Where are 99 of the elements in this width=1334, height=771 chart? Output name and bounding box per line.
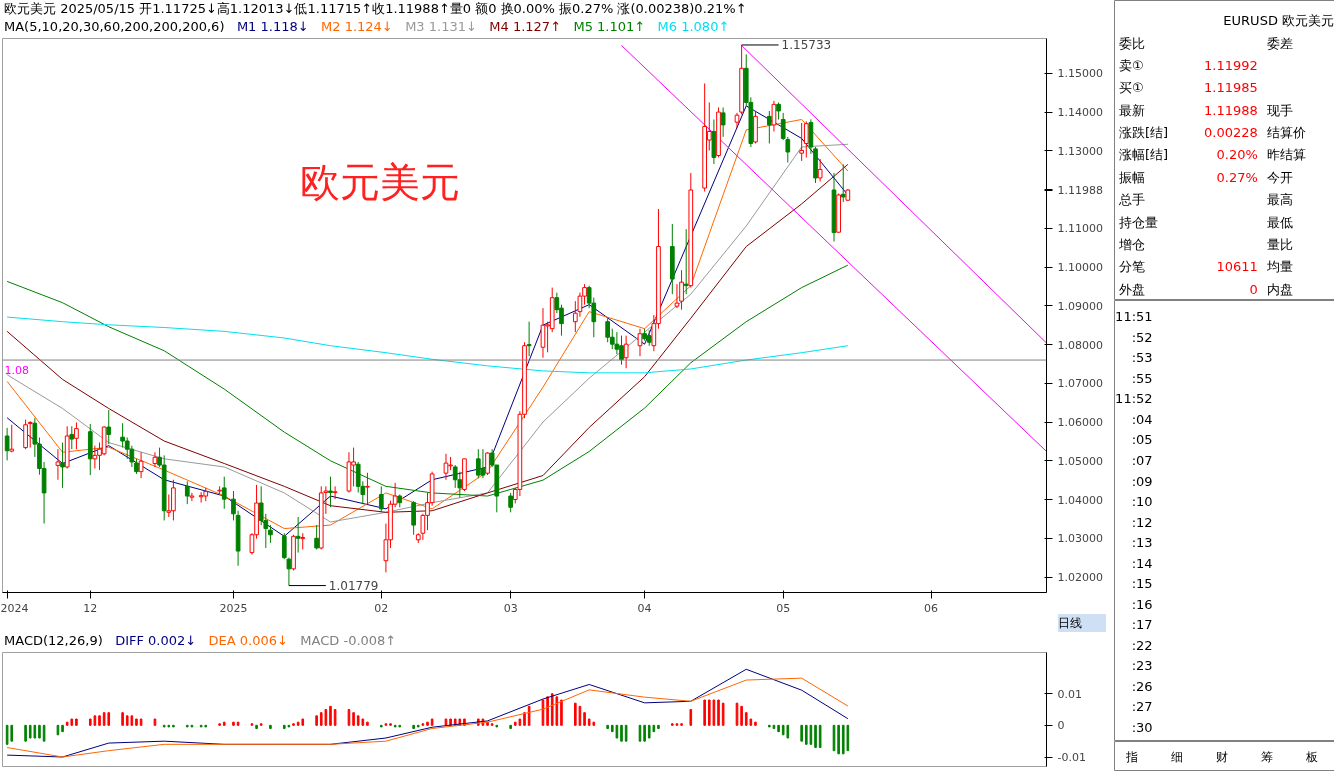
text: EURUSD 欧元美元 — [1223, 13, 1334, 29]
annotation: 1.15733 — [781, 38, 832, 53]
x-tick-label: 06 — [924, 601, 939, 615]
y-tick-label: 1.09000 — [1057, 299, 1103, 313]
text: 财 — [1216, 749, 1229, 764]
chart-title: MACD(12,26,9) — [4, 633, 103, 648]
text: 涨幅[结] — [1118, 147, 1169, 163]
text: DEA 0.006↓ — [208, 633, 288, 648]
text: 11:51 — [1115, 309, 1153, 325]
text: 最低 — [1266, 214, 1293, 230]
text: 细 — [1171, 749, 1184, 764]
x-tick-label: 2024 — [0, 601, 29, 615]
text: 板 — [1304, 749, 1318, 764]
y-tick-label: 1.11000 — [1057, 222, 1103, 236]
text: 结算价 — [1266, 125, 1306, 141]
text: 10611 — [1216, 259, 1258, 275]
text: 外盘 — [1118, 281, 1145, 297]
text: 1.11985 — [1204, 80, 1258, 96]
text: MACD -0.008↑ — [300, 633, 397, 648]
text: 买① — [1118, 80, 1144, 96]
y-tick-label: 1.06000 — [1057, 416, 1103, 430]
x-tick-label: 05 — [776, 601, 791, 615]
text: 指 — [1125, 749, 1139, 764]
text: :12 — [1131, 514, 1153, 530]
text: 1.11988 — [1204, 102, 1258, 118]
text: :16 — [1131, 596, 1153, 612]
x-tick-label: 2025 — [219, 601, 248, 615]
text: M2 1.124↓ — [321, 19, 393, 34]
text: 均量 — [1265, 259, 1293, 275]
y-tick-label: 1.10000 — [1057, 261, 1103, 275]
text: 0.20% — [1216, 147, 1258, 163]
chart-title: 欧元美元 2025/05/15 开1.11725↓高1.12013↓低1.11715↑收1.11988↑量0 额0 换0.00% 振0.27% 涨(0.00238)0.21%↑ — [4, 0, 747, 18]
text: 现手 — [1266, 102, 1293, 118]
x-tick-label: 12 — [83, 601, 98, 615]
y-tick-label: 1.07000 — [1057, 377, 1103, 391]
text: :22 — [1131, 637, 1153, 653]
text: :55 — [1131, 370, 1153, 386]
text: :52 — [1131, 329, 1153, 345]
y-tick-label: 1.04000 — [1057, 493, 1103, 507]
text: M3 1.131↓ — [405, 19, 477, 34]
y-tick-label: 0 — [1057, 719, 1065, 733]
y-tick-label: -0.01 — [1057, 751, 1086, 764]
text: :13 — [1131, 535, 1153, 551]
text: 0.00228 — [1204, 125, 1258, 141]
y-tick-label: 1.05000 — [1057, 454, 1103, 468]
text: 昨结算 — [1266, 147, 1306, 163]
text: 卖① — [1118, 57, 1144, 73]
text: M4 1.127↑ — [489, 19, 562, 34]
text: :27 — [1131, 699, 1153, 715]
text: 委比 — [1118, 35, 1145, 51]
text: 分笔 — [1118, 259, 1145, 275]
text: :15 — [1131, 576, 1153, 592]
text: 最新 — [1118, 102, 1145, 118]
text: M1 1.118↓ — [236, 19, 309, 34]
text: :26 — [1131, 678, 1153, 694]
annotation: 1.01779 — [328, 579, 379, 594]
y-tick-label: 1.15000 — [1057, 67, 1103, 81]
x-tick-label: 03 — [503, 601, 518, 615]
y-tick-label: 1.02000 — [1057, 571, 1103, 584]
text: 日线 — [1058, 615, 1082, 632]
text: :04 — [1131, 411, 1153, 427]
y-tick-label: 1.11988 — [1057, 184, 1103, 198]
text: M6 1.080↑ — [657, 19, 730, 34]
text: :17 — [1131, 617, 1153, 633]
x-tick-label: 04 — [637, 601, 652, 615]
x-tick-label: 02 — [374, 601, 389, 615]
y-tick-label: 1.13000 — [1057, 144, 1103, 158]
text: 筹 — [1260, 749, 1273, 764]
text: DIFF 0.002↓ — [115, 633, 197, 648]
text: 今开 — [1266, 169, 1293, 185]
text: M5 1.101↑ — [573, 19, 646, 34]
text: :14 — [1131, 555, 1153, 571]
text: 最高 — [1266, 192, 1293, 208]
text: :30 — [1131, 719, 1153, 735]
text: 振幅 — [1118, 169, 1145, 185]
legend-title: MA(5,10,20,30,60,200,200,200,6) — [4, 19, 225, 34]
text: :05 — [1131, 432, 1153, 448]
text: 增仓 — [1117, 237, 1145, 253]
text: 0 — [1249, 281, 1258, 297]
annotation: 欧元美元 — [300, 158, 461, 205]
text: 量比 — [1266, 237, 1293, 253]
y-tick-label: 1.03000 — [1057, 532, 1103, 546]
text: 1.11992 — [1204, 57, 1258, 73]
text: :53 — [1131, 350, 1153, 366]
y-tick-label: 0.01 — [1057, 687, 1082, 701]
text: :23 — [1131, 658, 1153, 674]
text: :07 — [1131, 452, 1153, 468]
text: 涨跌[结] — [1118, 125, 1169, 141]
text: 内盘 — [1266, 281, 1293, 297]
text: :10 — [1131, 494, 1153, 510]
text: 委差 — [1266, 35, 1293, 51]
text: :09 — [1131, 473, 1153, 489]
ref-line-label: 1.08 — [4, 364, 29, 378]
text: 11:52 — [1115, 391, 1153, 407]
y-tick-label: 1.08000 — [1057, 338, 1103, 352]
text: 0.27% — [1216, 169, 1258, 185]
text: 总手 — [1117, 192, 1145, 208]
text: 持仓量 — [1118, 214, 1158, 230]
y-tick-label: 1.14000 — [1057, 106, 1103, 120]
